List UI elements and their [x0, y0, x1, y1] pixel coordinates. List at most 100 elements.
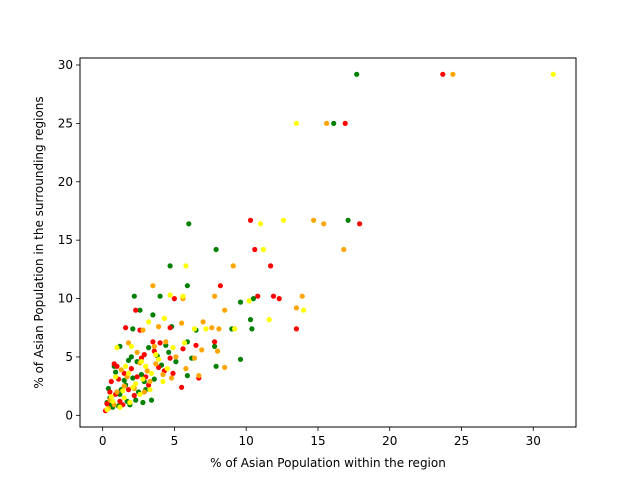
data-point	[250, 296, 256, 302]
data-point	[196, 373, 202, 379]
data-point	[200, 319, 206, 325]
data-point	[311, 217, 317, 223]
data-point	[255, 293, 261, 299]
data-point	[147, 387, 153, 393]
data-point	[246, 298, 252, 304]
data-point	[128, 343, 134, 349]
data-point	[148, 397, 155, 403]
data-point	[104, 401, 110, 407]
y-axis-ticks: 0 5 10 15 20 25 30	[58, 58, 80, 422]
data-point	[118, 367, 124, 373]
data-point	[108, 378, 114, 385]
points-layer	[102, 71, 556, 414]
data-point	[113, 374, 119, 380]
data-point	[131, 392, 137, 399]
data-point	[299, 293, 305, 299]
data-point	[331, 120, 337, 126]
y-axis-label: % of Asian Population in the surrounding…	[32, 96, 46, 388]
data-point	[173, 354, 179, 360]
data-point	[232, 326, 238, 332]
data-point	[117, 398, 123, 404]
data-point	[128, 366, 134, 372]
data-point	[110, 398, 116, 404]
data-point	[121, 377, 127, 383]
data-point	[141, 389, 147, 395]
data-point	[121, 383, 127, 389]
y-tick-label: 25	[58, 116, 73, 130]
data-point	[293, 120, 299, 126]
data-point	[133, 397, 139, 403]
x-tick-label: 20	[382, 434, 397, 448]
data-point	[301, 307, 307, 313]
data-point	[321, 221, 327, 227]
data-point	[140, 327, 146, 333]
data-point	[120, 388, 126, 394]
data-point	[268, 263, 274, 269]
data-point	[151, 343, 157, 349]
data-point	[550, 71, 556, 77]
data-point	[125, 340, 132, 346]
data-point	[357, 221, 363, 227]
data-point	[147, 378, 153, 385]
data-point	[157, 293, 163, 299]
data-point	[293, 305, 299, 311]
y-tick-label: 15	[58, 233, 73, 247]
x-tick-label: 0	[99, 434, 107, 448]
y-tick-label: 20	[58, 175, 73, 189]
data-point	[134, 374, 140, 380]
data-point	[212, 343, 218, 349]
data-point	[125, 370, 132, 376]
data-point	[153, 361, 159, 367]
data-point	[137, 391, 143, 397]
x-tick-label: 15	[310, 434, 325, 448]
data-point	[157, 340, 163, 346]
data-point	[123, 325, 129, 331]
data-point	[114, 345, 120, 351]
data-point	[113, 369, 119, 375]
plot-area	[80, 58, 576, 427]
data-point	[117, 404, 123, 410]
data-point	[249, 326, 255, 332]
data-point	[237, 356, 244, 362]
data-point	[212, 293, 218, 299]
data-point	[140, 376, 146, 382]
data-point	[354, 71, 360, 77]
data-point	[324, 120, 330, 126]
data-point	[203, 326, 209, 332]
data-point	[141, 352, 147, 358]
data-point	[173, 359, 179, 365]
data-point	[217, 283, 223, 289]
data-point	[276, 296, 282, 302]
y-tick-label: 0	[65, 408, 73, 422]
data-point	[266, 317, 272, 323]
data-point	[230, 263, 236, 269]
data-point	[133, 381, 139, 387]
data-point	[214, 348, 221, 354]
plot-frame	[79, 57, 577, 428]
data-point	[237, 299, 244, 305]
data-point	[341, 246, 347, 253]
data-point	[260, 246, 266, 253]
data-point	[123, 363, 129, 369]
x-tick-label: 25	[454, 434, 469, 448]
data-point	[121, 395, 127, 401]
y-tick-label: 5	[65, 350, 73, 364]
data-point	[148, 370, 155, 376]
data-point	[171, 296, 177, 302]
data-point	[440, 71, 446, 77]
data-point	[121, 370, 127, 376]
data-point	[143, 363, 149, 369]
data-point	[138, 359, 144, 365]
data-point	[252, 246, 258, 253]
data-point	[184, 283, 190, 289]
data-point	[342, 120, 348, 126]
data-point	[160, 371, 166, 378]
data-point	[156, 356, 162, 362]
x-axis-label: % of Asian Population within the region	[210, 456, 446, 470]
data-point	[257, 221, 264, 227]
x-tick-label: 10	[239, 434, 254, 448]
data-point	[125, 357, 132, 363]
data-point	[125, 387, 132, 393]
x-tick-label: 30	[526, 434, 541, 448]
data-point	[199, 347, 205, 353]
